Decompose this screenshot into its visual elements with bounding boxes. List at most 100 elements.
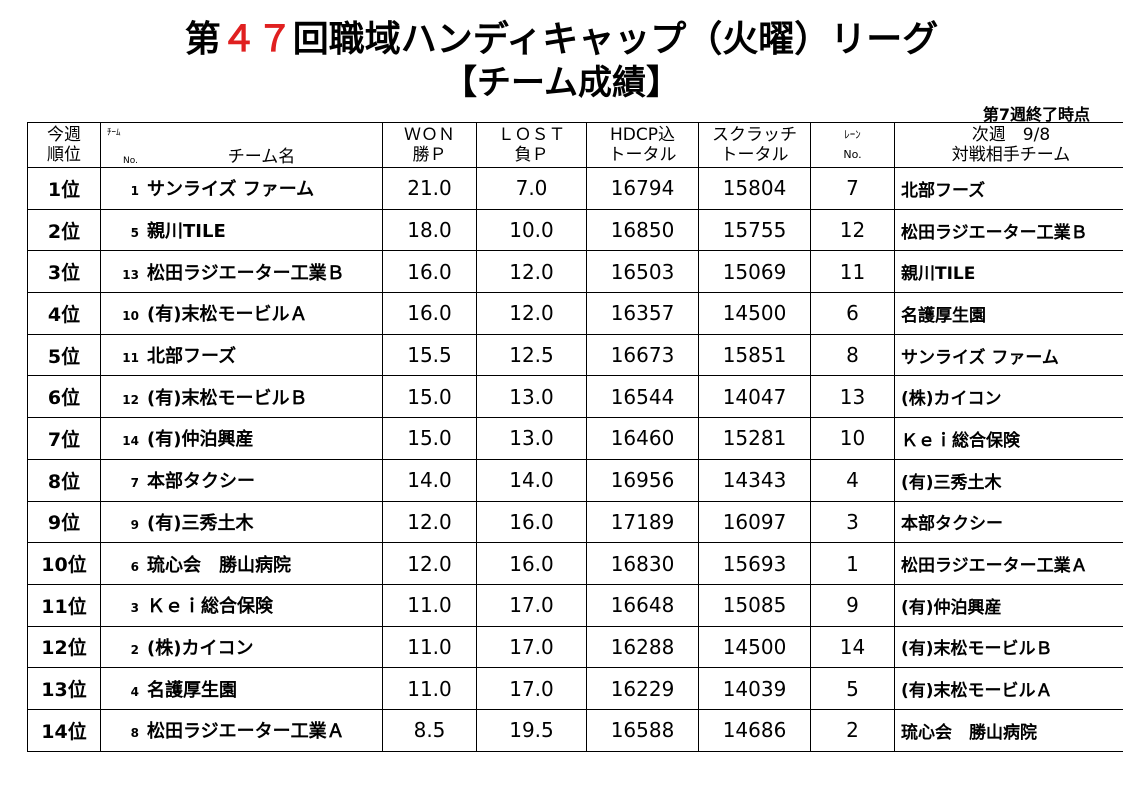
- lost-cell: 16.0: [476, 542, 587, 585]
- header-won: ＷＯＮ 勝Ｐ: [382, 122, 477, 168]
- hdcp-total-cell: 16830: [586, 542, 699, 585]
- lane-cell: 11: [810, 250, 895, 294]
- team-name: 北部フーズ: [147, 346, 237, 368]
- table-row: 2位 5 親川TILE 18.0 10.0 16850 15755 12 松田ラジエーター工業Ｂ: [27, 208, 1123, 252]
- team-name: 本部タクシー: [147, 471, 255, 493]
- won-cell: 15.5: [382, 333, 477, 377]
- team-name: (有)末松モービルＡ: [147, 304, 308, 326]
- lane-cell: 10: [810, 417, 895, 460]
- opponent-cell: (有)仲泊興産: [894, 583, 1123, 627]
- hdcp-total-cell: 16503: [586, 250, 699, 294]
- rank-cell: 6位: [27, 375, 101, 419]
- opponent-cell: サンライズ ファーム: [894, 333, 1123, 377]
- opponent-cell: (有)三秀土木: [894, 458, 1123, 502]
- hdcp-total-cell: 16956: [586, 458, 699, 502]
- scratch-total-cell: 14500: [698, 292, 811, 335]
- lost-cell: 17.0: [476, 625, 587, 669]
- rank-cell: 2位: [27, 208, 101, 252]
- team-cell: 2 (株)カイコン: [100, 625, 383, 669]
- lane-cell: 8: [810, 333, 895, 377]
- rank-cell: 8位: [27, 458, 101, 502]
- team-cell: 10 (有)末松モービルＡ: [100, 292, 383, 335]
- hdcp-total-cell: 17189: [586, 500, 699, 544]
- header-hdcp-line2: トータル: [608, 145, 677, 165]
- opponent-cell: 松田ラジエーター工業Ａ: [894, 542, 1123, 585]
- scratch-total-cell: 15804: [698, 167, 811, 210]
- team-name: (有)末松モービルＢ: [147, 387, 308, 409]
- table-row: 4位 10 (有)末松モービルＡ 16.0 12.0 16357 14500 6 名護厚生園: [27, 292, 1123, 335]
- team-name: 松田ラジエーター工業Ｂ: [147, 262, 345, 284]
- won-cell: 21.0: [382, 167, 477, 210]
- team-number: 4: [130, 684, 139, 699]
- team-cell: 1 サンライズ ファーム: [100, 167, 383, 210]
- lost-cell: 13.0: [476, 375, 587, 419]
- header-team-small: ﾁｰﾑ: [107, 128, 121, 138]
- team-cell: 5 親川TILE: [100, 208, 383, 252]
- scratch-total-cell: 14686: [698, 708, 811, 752]
- table-row: 14位 8 松田ラジエーター工業Ａ 8.5 19.5 16588 14686 2 琉心会 勝山病…: [27, 708, 1123, 752]
- table-row: 9位 9 (有)三秀土木 12.0 16.0 17189 16097 3 本部タクシー: [27, 500, 1123, 544]
- won-cell: 16.0: [382, 250, 477, 294]
- team-number: 11: [122, 351, 139, 366]
- header-hdcp-line1: HDCP込: [610, 125, 675, 145]
- table-row: 11位 3 Ｋｅｉ総合保険 11.0 17.0 16648 15085 9 (有)仲泊興産: [27, 583, 1123, 627]
- team-name: 親川TILE: [147, 221, 226, 243]
- team-number: 8: [130, 726, 139, 741]
- header-scratch-line2: トータル: [720, 145, 789, 165]
- opponent-cell: 親川TILE: [894, 250, 1123, 294]
- team-cell: 14 (有)仲泊興産: [100, 417, 383, 460]
- hdcp-total-cell: 16648: [586, 583, 699, 627]
- opponent-cell: (有)末松モービルＡ: [894, 667, 1123, 710]
- header-team: ﾁｰﾑ No. チーム名: [100, 122, 383, 168]
- hdcp-total-cell: 16288: [586, 625, 699, 669]
- table-row: 5位 11 北部フーズ 15.5 12.5 16673 15851 8 サンライズ ファーム: [27, 333, 1123, 377]
- header-scratch: スクラッチ トータル: [698, 122, 811, 168]
- week-status: 第7週終了時点: [982, 105, 1090, 124]
- header-lane-line2: No.: [843, 148, 862, 161]
- team-cell: 8 松田ラジエーター工業Ａ: [100, 708, 383, 752]
- team-name: (有)三秀土木: [147, 512, 254, 534]
- won-cell: 14.0: [382, 458, 477, 502]
- team-number: 9: [130, 517, 139, 532]
- table-row: 6位 12 (有)末松モービルＢ 15.0 13.0 16544 14047 13 (株)カイコ…: [27, 375, 1123, 419]
- table-row: 12位 2 (株)カイコン 11.0 17.0 16288 14500 14 (有)末松モービル…: [27, 625, 1123, 669]
- team-name: 名護厚生園: [147, 679, 237, 701]
- team-number: 3: [130, 601, 139, 616]
- lane-cell: 4: [810, 458, 895, 502]
- team-number: 7: [130, 476, 139, 491]
- team-number: 1: [130, 184, 139, 199]
- header-won-line1: ＷＯＮ: [404, 125, 455, 145]
- table-row: 13位 4 名護厚生園 11.0 17.0 16229 14039 5 (有)末松モービルＡ: [27, 667, 1123, 710]
- lane-cell: 13: [810, 375, 895, 419]
- header-scratch-line1: スクラッチ: [712, 125, 797, 145]
- team-name: サンライズ ファーム: [147, 179, 315, 201]
- team-cell: 4 名護厚生園: [100, 667, 383, 710]
- rank-cell: 7位: [27, 417, 101, 460]
- header-lost-line2: 負Ｐ: [514, 145, 549, 165]
- hdcp-total-cell: 16229: [586, 667, 699, 710]
- won-cell: 12.0: [382, 542, 477, 585]
- team-number: 14: [122, 434, 139, 449]
- lost-cell: 16.0: [476, 500, 587, 544]
- table-row: 10位 6 琉心会 勝山病院 12.0 16.0 16830 15693 1 松田ラジエーター工…: [27, 542, 1123, 585]
- rank-cell: 12位: [27, 625, 101, 669]
- team-number: 6: [130, 559, 139, 574]
- team-name: Ｋｅｉ総合保険: [147, 596, 273, 618]
- lane-cell: 7: [810, 167, 895, 210]
- won-cell: 15.0: [382, 375, 477, 419]
- won-cell: 15.0: [382, 417, 477, 460]
- lost-cell: 14.0: [476, 458, 587, 502]
- opponent-cell: 北部フーズ: [894, 167, 1123, 210]
- scratch-total-cell: 15069: [698, 250, 811, 294]
- title-prefix: 第: [184, 19, 221, 60]
- lane-cell: 6: [810, 292, 895, 335]
- title-suffix: 回職域ハンディキャップ（火曜）リーグ: [292, 19, 939, 60]
- opponent-cell: 琉心会 勝山病院: [894, 708, 1123, 752]
- header-hdcp: HDCP込 トータル: [586, 122, 699, 168]
- lost-cell: 7.0: [476, 167, 587, 210]
- rank-cell: 14位: [27, 708, 101, 752]
- scratch-total-cell: 14500: [698, 625, 811, 669]
- lost-cell: 12.5: [476, 333, 587, 377]
- scratch-total-cell: 15693: [698, 542, 811, 585]
- hdcp-total-cell: 16794: [586, 167, 699, 210]
